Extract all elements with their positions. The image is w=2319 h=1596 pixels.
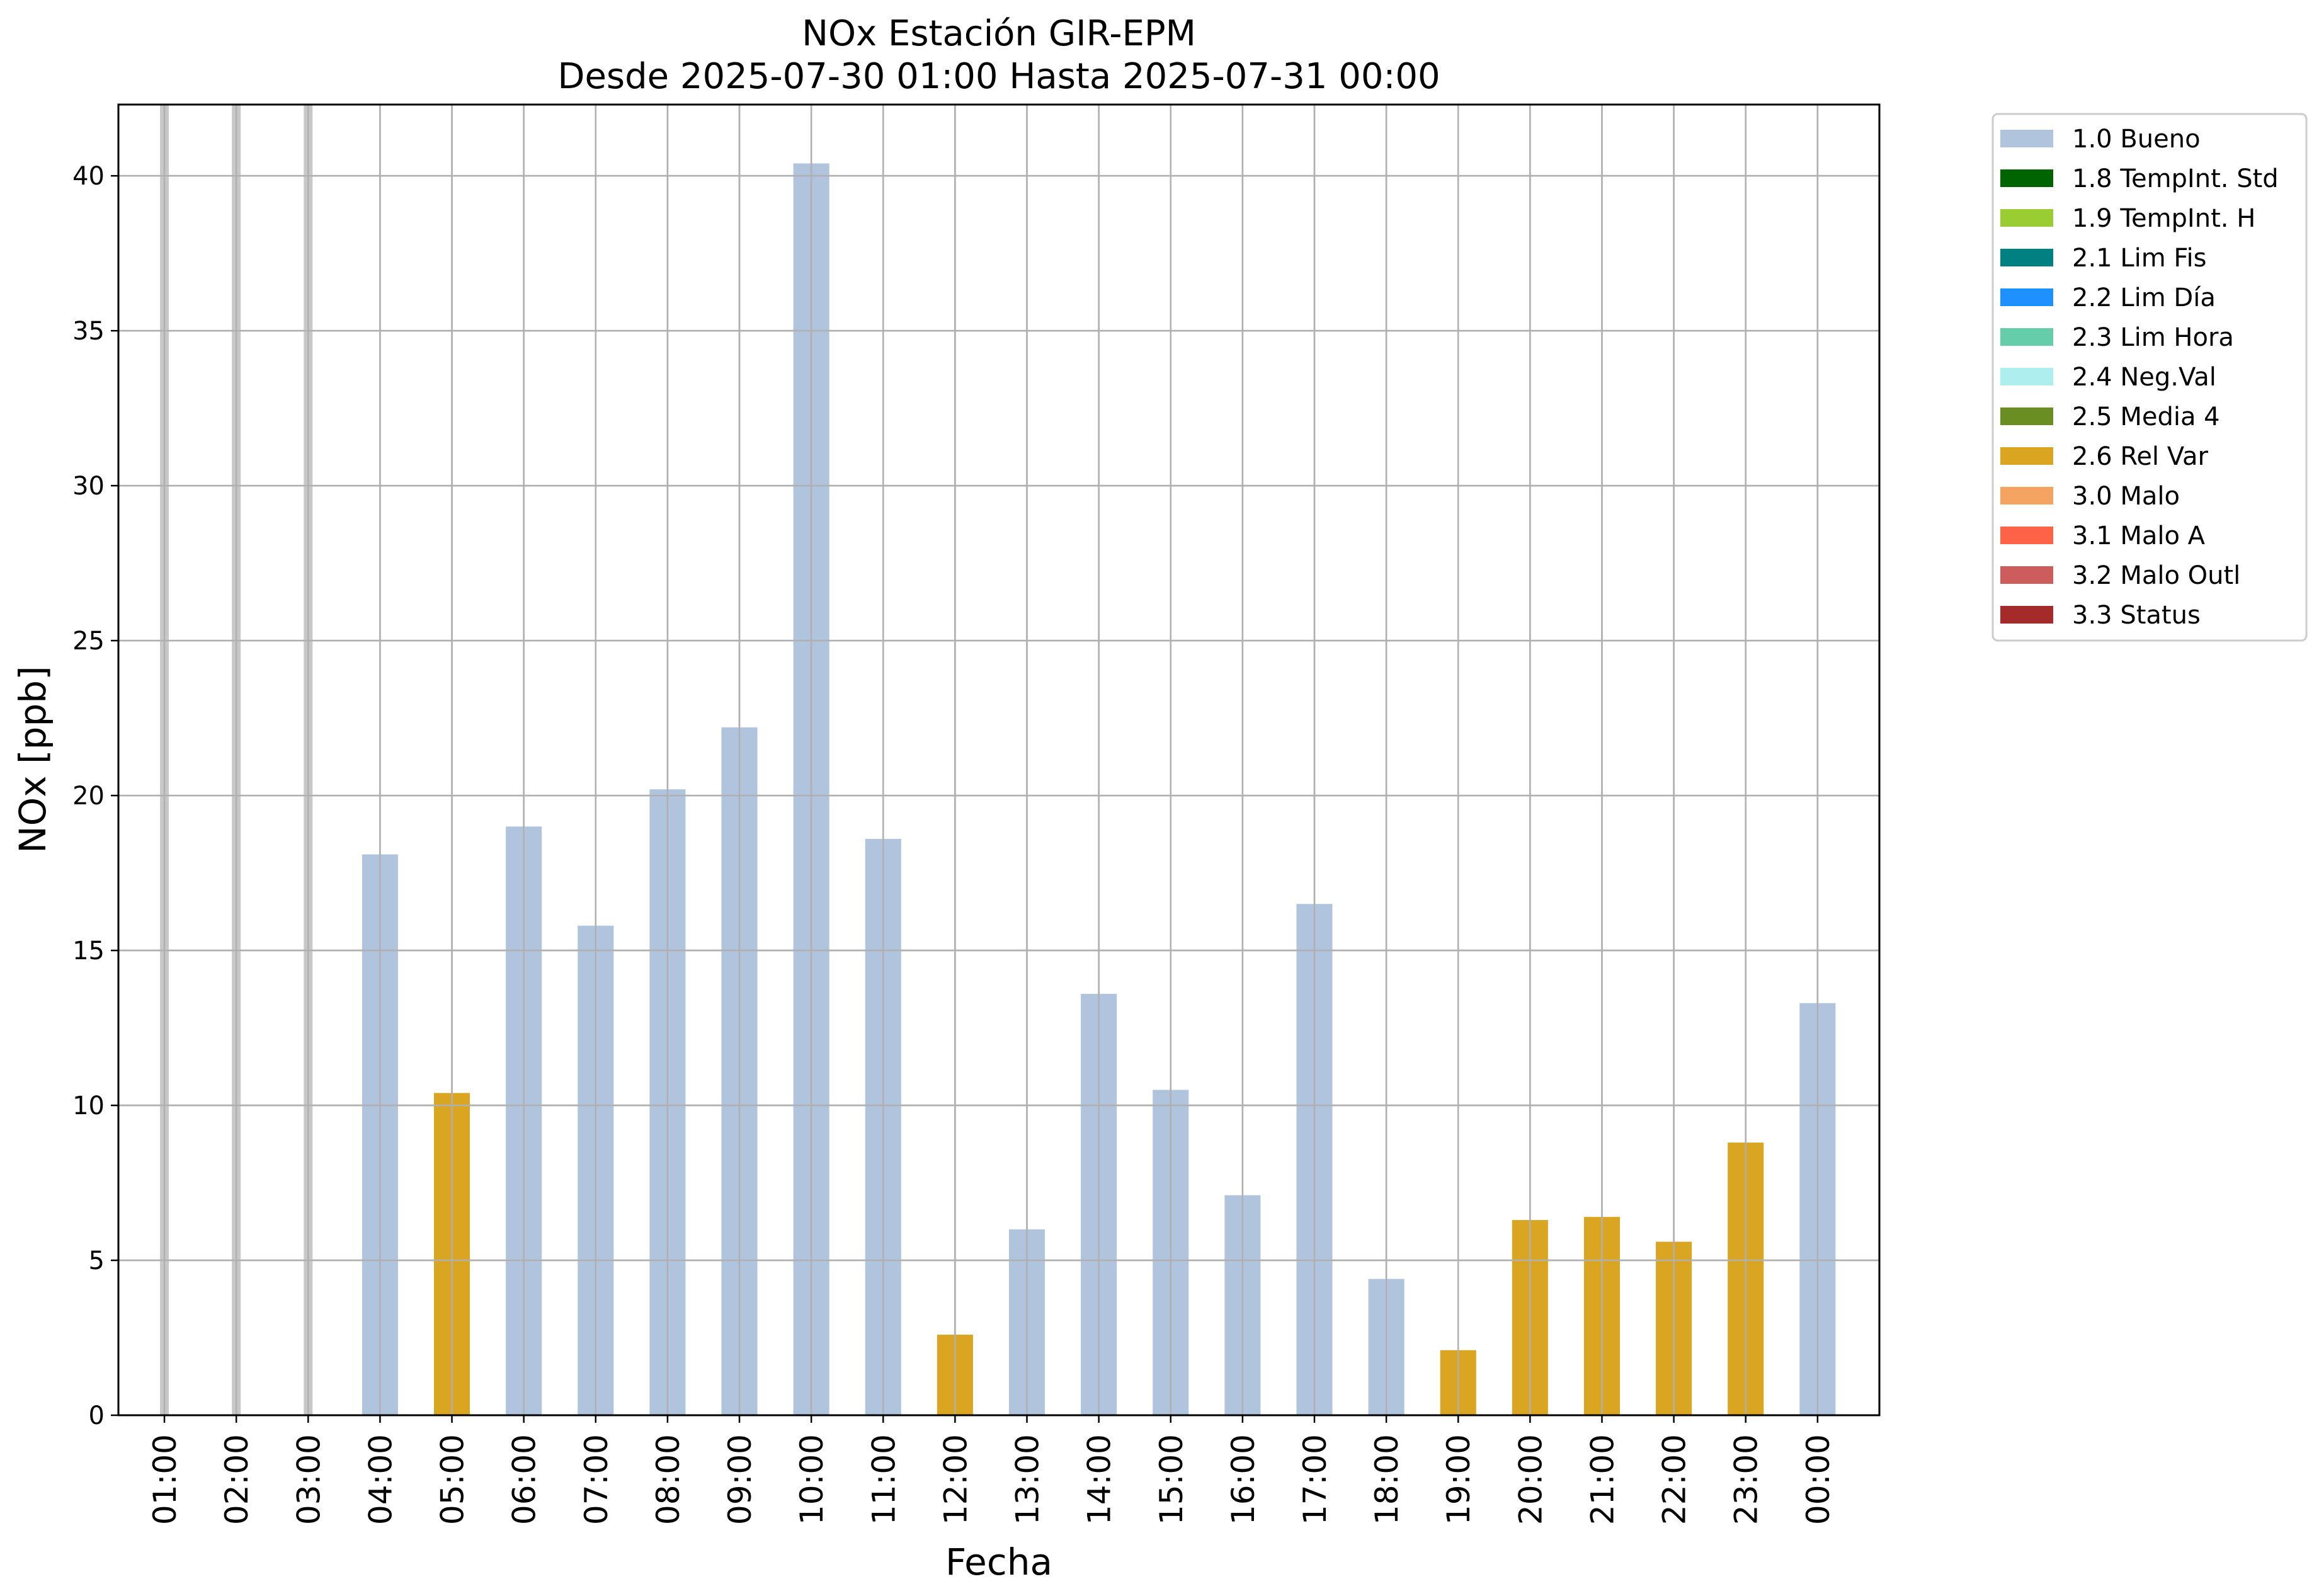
x-tick-label: 09:00 bbox=[722, 1434, 758, 1525]
x-axis-label: Fecha bbox=[945, 1541, 1052, 1583]
legend-frame bbox=[1991, 113, 2308, 642]
plot-area: 0 5 10 15 20 25 30 35 40 01:00 02:00 03:00 04:00 05:… bbox=[72, 103, 1881, 1525]
legend: 1.0 Bueno 1.8 TempInt. Std 1.9 TempInt. H 2… bbox=[1991, 113, 2308, 642]
legend-label: 2.6 Rel Var bbox=[2072, 442, 2209, 471]
x-tick-label: 07:00 bbox=[578, 1434, 615, 1525]
legend-swatch bbox=[2000, 368, 2053, 385]
bars bbox=[118, 105, 1879, 1416]
y-tick-label: 25 bbox=[72, 627, 105, 656]
legend-label: 3.2 Malo Outl bbox=[2072, 561, 2240, 590]
x-tick-label: 04:00 bbox=[362, 1434, 399, 1525]
x-tick-label: 15:00 bbox=[1153, 1434, 1190, 1525]
legend-label: 2.1 Lim Fis bbox=[2072, 244, 2206, 273]
legend-label: 1.0 Bueno bbox=[2072, 125, 2201, 154]
legend-swatch bbox=[2000, 288, 2053, 306]
x-axis-ticks: 01:00 02:00 03:00 04:00 05:00 06:00 07:00 08:00… bbox=[147, 1415, 1837, 1525]
legend-swatch bbox=[2000, 249, 2053, 266]
y-tick-label: 0 bbox=[89, 1401, 105, 1430]
legend-swatch bbox=[2000, 209, 2053, 227]
y-tick-label: 35 bbox=[72, 317, 105, 346]
x-tick-label: 00:00 bbox=[1800, 1434, 1837, 1525]
y-axis-ticks: 0 5 10 15 20 25 30 35 40 bbox=[72, 162, 118, 1430]
legend-label: 2.5 Media 4 bbox=[2072, 402, 2220, 431]
x-tick-label: 21:00 bbox=[1584, 1434, 1621, 1525]
y-tick-label: 10 bbox=[72, 1092, 105, 1120]
x-tick-label: 01:00 bbox=[147, 1434, 183, 1525]
y-tick-label: 15 bbox=[72, 937, 105, 966]
legend-label: 3.3 Status bbox=[2072, 601, 2201, 630]
legend-label: 3.0 Malo bbox=[2072, 482, 2180, 511]
legend-label: 2.3 Lim Hora bbox=[2072, 323, 2234, 352]
legend-items: 1.0 Bueno 1.8 TempInt. Std 1.9 TempInt. H 2… bbox=[2000, 125, 2279, 630]
legend-swatch bbox=[2000, 130, 2053, 147]
legend-label: 3.1 Malo A bbox=[2072, 522, 2206, 550]
x-tick-label: 12:00 bbox=[937, 1434, 974, 1525]
plot-frame bbox=[117, 103, 1881, 1416]
legend-label: 2.2 Lim Día bbox=[2072, 283, 2216, 312]
x-tick-label: 08:00 bbox=[650, 1434, 687, 1525]
x-tick-label: 16:00 bbox=[1225, 1434, 1262, 1525]
legend-label: 1.8 TempInt. Std bbox=[2072, 164, 2279, 193]
x-tick-label: 19:00 bbox=[1440, 1434, 1477, 1525]
x-tick-label: 17:00 bbox=[1297, 1434, 1333, 1525]
legend-swatch bbox=[2000, 169, 2053, 187]
y-tick-label: 30 bbox=[72, 472, 105, 501]
x-tick-label: 02:00 bbox=[219, 1434, 255, 1525]
x-tick-label: 22:00 bbox=[1656, 1434, 1693, 1525]
legend-swatch bbox=[2000, 408, 2053, 425]
legend-label: 2.4 Neg.Val bbox=[2072, 363, 2216, 392]
legend-swatch bbox=[2000, 527, 2053, 544]
plot-background bbox=[118, 105, 1879, 1415]
y-tick-label: 40 bbox=[72, 162, 105, 191]
y-axis-label: NOx [ppb] bbox=[11, 666, 54, 853]
x-tick-label: 06:00 bbox=[506, 1434, 543, 1525]
x-tick-label: 23:00 bbox=[1728, 1434, 1765, 1525]
x-tick-label: 13:00 bbox=[1010, 1434, 1046, 1525]
chart-subtitle: Desde 2025-07-30 01:00 Hasta 2025-07-31 … bbox=[557, 56, 1440, 97]
legend-swatch bbox=[2000, 566, 2053, 584]
x-tick-label: 11:00 bbox=[865, 1434, 902, 1525]
legend-swatch bbox=[2000, 606, 2053, 624]
x-tick-label: 20:00 bbox=[1512, 1434, 1549, 1525]
x-tick-label: 10:00 bbox=[794, 1434, 830, 1525]
legend-swatch bbox=[2000, 447, 2053, 465]
x-tick-label: 18:00 bbox=[1369, 1434, 1405, 1525]
y-tick-label: 5 bbox=[89, 1246, 105, 1275]
legend-swatch bbox=[2000, 487, 2053, 504]
x-tick-label: 14:00 bbox=[1081, 1434, 1118, 1525]
legend-swatch bbox=[2000, 328, 2053, 346]
legend-label: 1.9 TempInt. H bbox=[2072, 204, 2255, 233]
y-tick-label: 20 bbox=[72, 782, 105, 811]
x-tick-label: 05:00 bbox=[435, 1434, 471, 1525]
x-tick-label: 03:00 bbox=[290, 1434, 327, 1525]
chart-title: NOx Estación GIR-EPM bbox=[802, 13, 1196, 54]
